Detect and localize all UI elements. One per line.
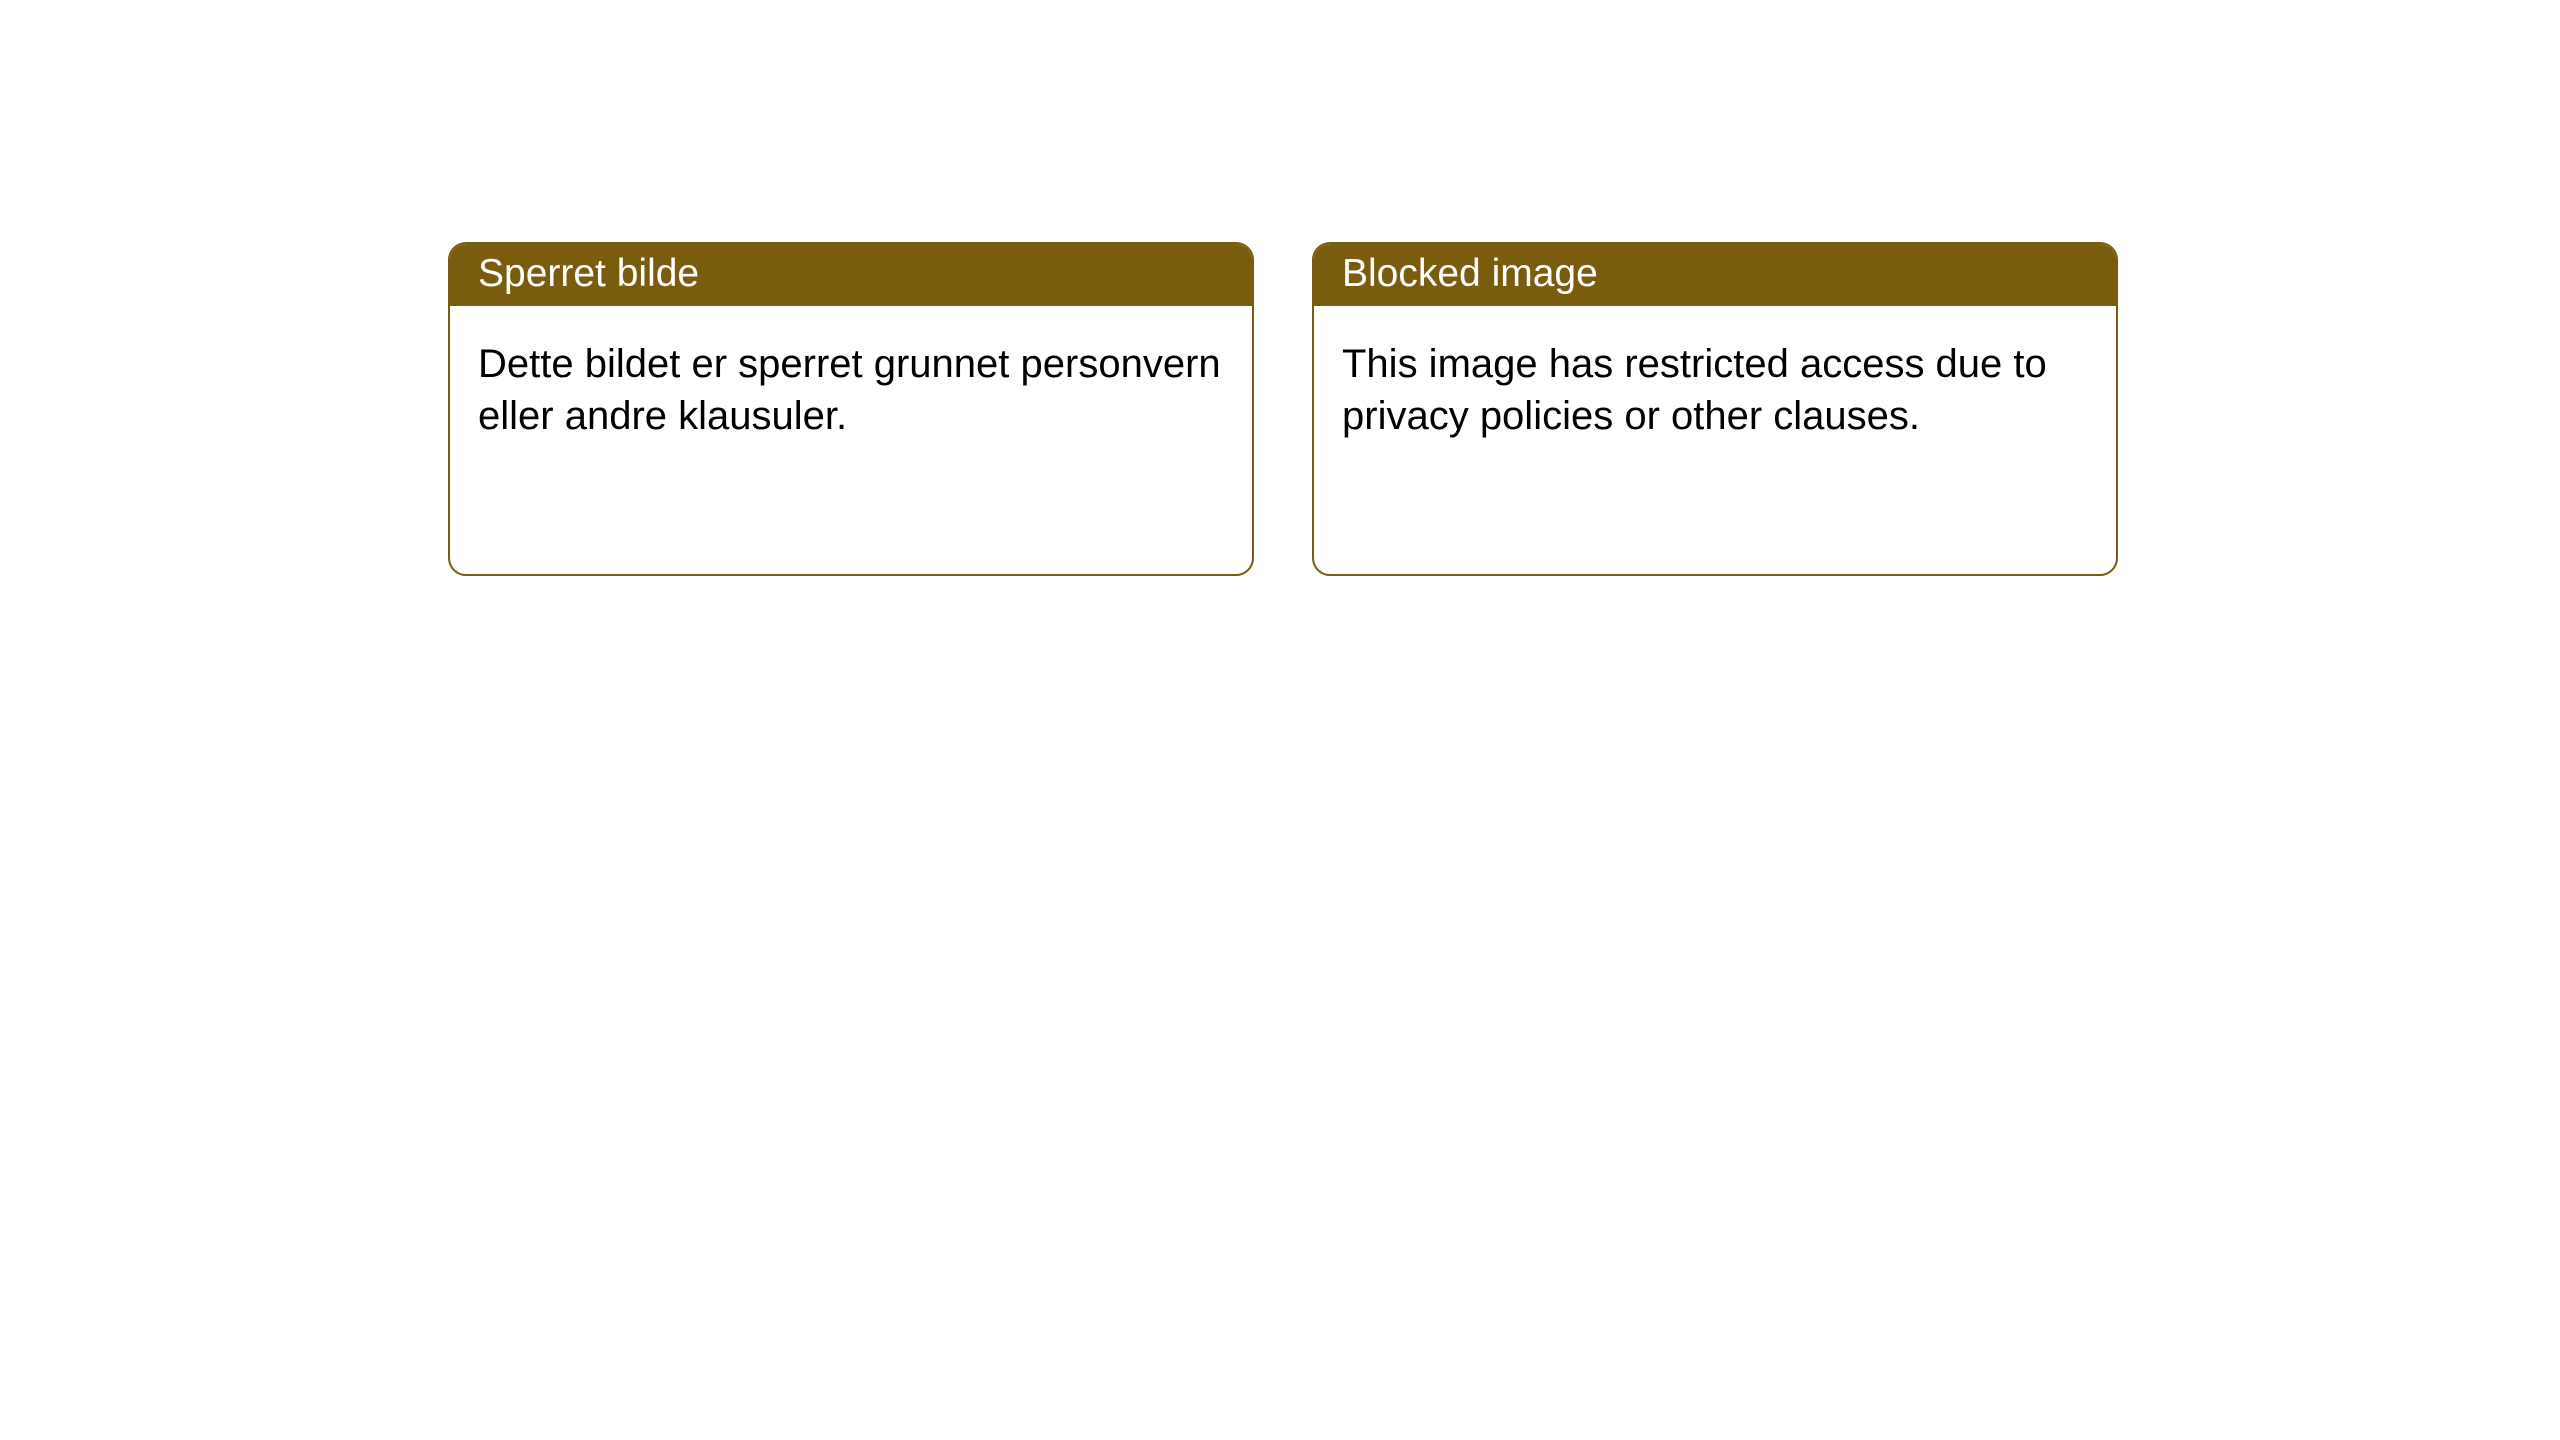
notice-body: Dette bildet er sperret grunnet personve…: [450, 306, 1252, 474]
notice-container: Sperret bilde Dette bildet er sperret gr…: [0, 0, 2560, 576]
notice-body: This image has restricted access due to …: [1314, 306, 2116, 474]
notice-header: Blocked image: [1314, 244, 2116, 306]
notice-card-english: Blocked image This image has restricted …: [1312, 242, 2118, 576]
notice-card-norwegian: Sperret bilde Dette bildet er sperret gr…: [448, 242, 1254, 576]
notice-header: Sperret bilde: [450, 244, 1252, 306]
